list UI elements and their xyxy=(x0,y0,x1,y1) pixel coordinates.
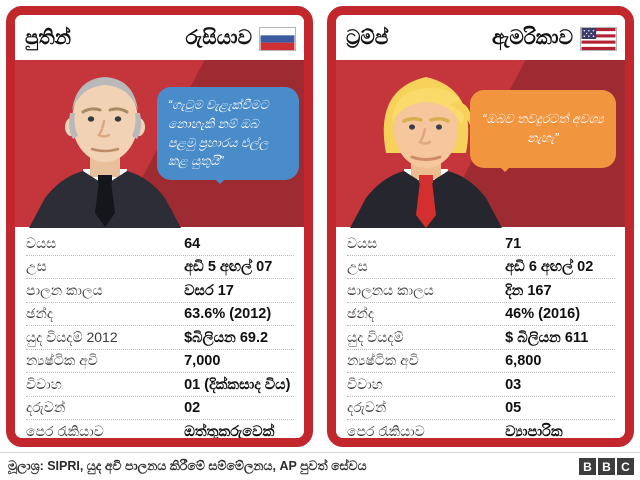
stat-label: විවාහ xyxy=(347,375,383,392)
stat-row: වයස 71 xyxy=(347,232,615,256)
stat-row: පාලන කාලය වසර 17 xyxy=(26,279,294,303)
stat-value: 01 (දික්කසාද විය) xyxy=(184,376,291,393)
stat-row: දරුවන් 02 xyxy=(26,397,294,420)
stat-label: පාලනය කාලය xyxy=(347,281,434,298)
stat-label: ඡන්ද xyxy=(26,305,54,321)
putin-portrait xyxy=(29,77,181,228)
stat-value: 46% (2016) xyxy=(505,306,581,322)
stat-label: න්‍යෂ්ටික අවි xyxy=(26,352,98,368)
stat-value: 05 xyxy=(505,400,522,416)
stat-row: යුද වියදම් $ බිලියන 611 xyxy=(347,326,615,350)
stat-label: පෙර රැකියාව xyxy=(26,422,104,439)
bbc-logo-letter: C xyxy=(617,458,634,475)
putin-country-label: රුසියාව xyxy=(185,27,252,49)
stat-value: 63.6% (2012) xyxy=(184,306,272,322)
putin-card: පුතින් රුසියාව xyxy=(6,6,313,447)
trump-stats-table: වයස 71 උස අඩි 6 අඟල් 02 පාලනය කාලය දින 1… xyxy=(336,227,625,440)
stat-value: 6,800 xyxy=(505,353,542,369)
stat-label: වයස xyxy=(26,234,57,251)
putin-quote-bubble: “ගැටුම වැළැක්වීමට නොහැකි නම් ඔබ පළමු ප්‍… xyxy=(157,87,299,184)
source-attribution: මූලාශ්‍ර: SIPRI, යුද අවි පාලනය කිරීමේ සම… xyxy=(8,459,367,473)
stat-value: ව්‍යාපාරික xyxy=(505,423,563,440)
stat-label: දරුවන් xyxy=(347,399,387,415)
trump-portrait-area: “ඔබව තවදුරටත් අවශ්‍ය නැහැ” xyxy=(336,60,625,228)
stat-row: විවාහ 03 xyxy=(347,373,615,397)
stat-value: 71 xyxy=(505,235,522,252)
stat-row: පෙර රැකියාව ව්‍යාපාරික xyxy=(347,420,615,440)
stat-value: අඩි 6 අඟල් 02 xyxy=(505,259,594,275)
stat-row: වයස 64 xyxy=(26,232,294,256)
stat-row: ඡන්ද 63.6% (2012) xyxy=(26,303,294,326)
stat-label: උස xyxy=(26,258,47,274)
stat-row: දරුවන් 05 xyxy=(347,397,615,420)
putin-stats-table: වයස 64 උස අඩි 5 අඟල් 07 පාලන කාලය වසර 17… xyxy=(15,227,304,440)
stat-value: 7,000 xyxy=(184,353,221,369)
stat-value: 03 xyxy=(505,376,522,393)
putin-name: පුතින් xyxy=(25,27,72,49)
russia-flag-icon xyxy=(259,26,296,51)
trump-card: ට්‍රම්ප් ඇමරිකාව xyxy=(327,6,634,447)
stat-row: යුද වියදම් 2012 $බිලියන 69.2 xyxy=(26,326,294,350)
trump-quote-bubble: “ඔබව තවදුරටත් අවශ්‍ය නැහැ” xyxy=(470,90,616,171)
stat-row: න්‍යෂ්ටික අවි 7,000 xyxy=(26,350,294,373)
stat-label: පෙර රැකියාව xyxy=(347,422,425,439)
stat-label: යුද වියදම් 2012 xyxy=(26,328,118,345)
stat-label: ඡන්ද xyxy=(347,305,375,321)
stat-value: වසර 17 xyxy=(184,282,234,299)
stat-row: න්‍යෂ්ටික අවි 6,800 xyxy=(347,350,615,373)
bbc-logo-letter: B xyxy=(579,458,596,475)
putin-portrait-area: “ගැටුම වැළැක්වීමට නොහැකි නම් ඔබ පළමු ප්‍… xyxy=(15,60,304,228)
stat-row: ඡන්ද 46% (2016) xyxy=(347,303,615,326)
stat-value: දින 167 xyxy=(505,282,552,299)
putin-card-header: පුතින් රුසියාව xyxy=(15,15,304,60)
stat-value: $බිලියන 69.2 xyxy=(184,329,269,346)
stat-value: $ බිලියන 611 xyxy=(505,329,589,346)
stat-value: අඩි 5 අඟල් 07 xyxy=(184,259,273,275)
trump-country-label: ඇමරිකාව xyxy=(491,27,573,49)
stat-label: විවාහ xyxy=(26,375,62,392)
putin-country: රුසියාව xyxy=(185,26,296,51)
trump-name: ට්‍රම්ප් xyxy=(346,27,389,49)
trump-country: ඇමරිකාව xyxy=(491,26,617,51)
trump-portrait xyxy=(350,77,502,228)
stat-value: 02 xyxy=(184,400,201,416)
stat-row: උස අඩි 5 අඟල් 07 xyxy=(26,256,294,279)
bbc-logo: B B C xyxy=(579,458,634,475)
stat-value: ඔත්තුකරුවෙක් xyxy=(184,423,275,440)
stat-value: 64 xyxy=(184,235,201,252)
stat-row: පාලනය කාලය දින 167 xyxy=(347,279,615,303)
stat-label: උස xyxy=(347,258,368,274)
stat-label: වයස xyxy=(347,234,378,251)
stat-row: විවාහ 01 (දික්කසාද විය) xyxy=(26,373,294,397)
footer: මූලාශ්‍ර: SIPRI, යුද අවි පාලනය කිරීමේ සම… xyxy=(0,452,640,480)
stat-row: පෙර රැකියාව ඔත්තුකරුවෙක් xyxy=(26,420,294,440)
usa-flag-icon xyxy=(580,26,617,51)
stat-row: උස අඩි 6 අඟල් 02 xyxy=(347,256,615,279)
stat-label: දරුවන් xyxy=(26,399,66,415)
stat-label: පාලන කාලය xyxy=(26,281,103,298)
bbc-logo-letter: B xyxy=(598,458,615,475)
stat-label: න්‍යෂ්ටික අවි xyxy=(347,352,419,368)
stat-label: යුද වියදම් xyxy=(347,328,404,345)
trump-card-header: ට්‍රම්ප් ඇමරිකාව xyxy=(336,15,625,60)
